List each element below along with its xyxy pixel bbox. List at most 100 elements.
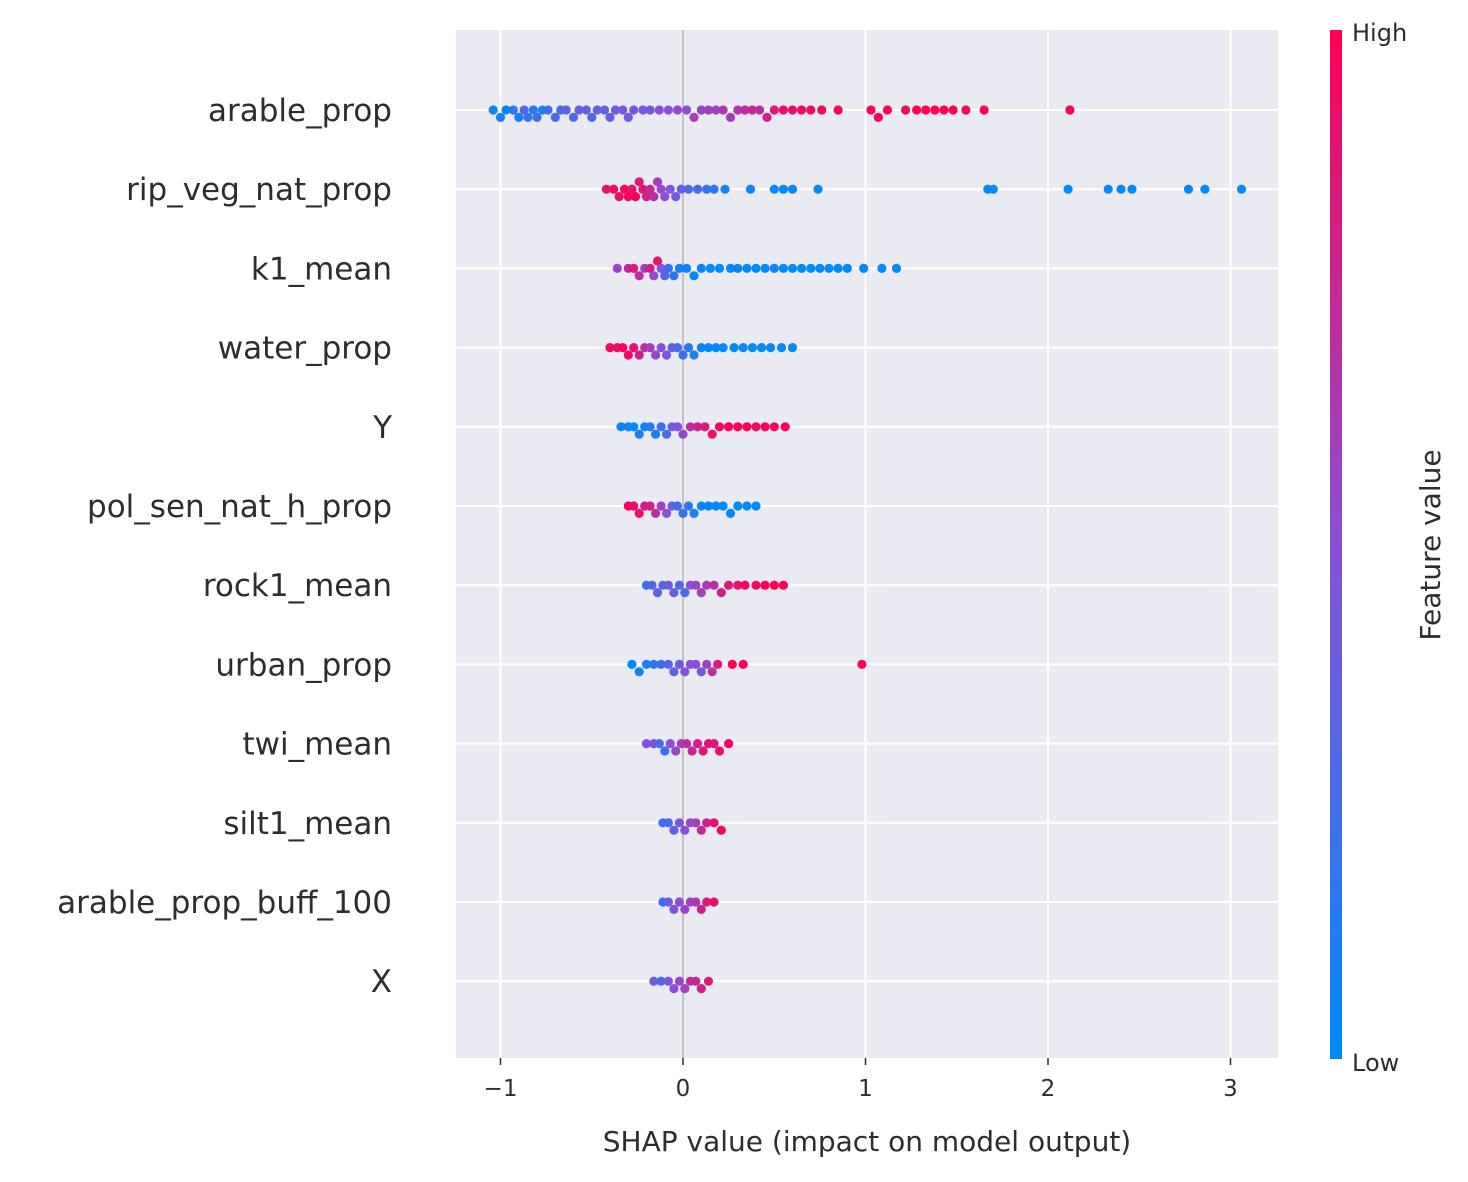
shap-point: [656, 184, 666, 194]
shap-point: [645, 105, 655, 115]
shap-point: [891, 263, 902, 273]
shap-point: [691, 897, 701, 907]
shap-point: [656, 343, 666, 353]
shap-point: [769, 263, 779, 273]
shap-point: [674, 659, 685, 670]
x-tick-label: 2: [1041, 1076, 1056, 1102]
shap-point: [654, 105, 664, 115]
shap-point: [662, 508, 672, 518]
shap-point: [842, 263, 852, 273]
shap-point: [663, 818, 674, 828]
shap-point: [740, 580, 750, 590]
shap-point: [645, 422, 655, 432]
shap-point: [680, 667, 690, 677]
shap-point: [678, 429, 688, 439]
shap-point: [519, 105, 529, 115]
shap-point: [669, 984, 679, 994]
shap-point: [702, 184, 712, 194]
shap-point: [696, 904, 706, 915]
feature-label: k1_mean: [251, 251, 392, 287]
shap-point: [634, 350, 644, 360]
shap-point: [674, 897, 685, 907]
shap-point: [716, 588, 726, 598]
shap-point: [877, 263, 887, 273]
shap-point: [627, 184, 637, 194]
shap-point: [724, 580, 734, 590]
shap-point: [930, 105, 940, 115]
shap-point: [866, 105, 876, 115]
shap-point: [682, 739, 692, 749]
shap-point: [652, 177, 663, 187]
shap-point: [680, 904, 690, 915]
shap-point: [612, 263, 622, 273]
shap-point: [691, 580, 701, 590]
shap-point: [605, 343, 615, 353]
feature-label: Y: [372, 410, 392, 446]
shap-point: [713, 659, 723, 670]
shap-point: [711, 343, 721, 353]
shap-point: [751, 263, 761, 273]
shap-point: [656, 659, 666, 670]
shap-point: [568, 112, 579, 122]
shap-point: [776, 343, 787, 353]
shap-point: [696, 501, 706, 511]
shap-point: [691, 659, 701, 670]
feature-label: pol_sen_nat_h_prop: [87, 489, 392, 525]
shap-point: [979, 105, 989, 115]
shap-point: [725, 508, 736, 518]
x-tick-label: 0: [676, 1076, 691, 1102]
shap-point: [720, 184, 730, 194]
shap-point: [638, 184, 648, 194]
shap-point: [689, 350, 699, 360]
shap-point: [709, 818, 719, 828]
shap-point: [656, 501, 666, 511]
shap-point: [641, 192, 652, 202]
shap-point: [609, 184, 619, 194]
shap-point: [725, 112, 736, 122]
shap-point: [561, 105, 571, 115]
shap-point: [581, 105, 591, 115]
shap-point: [718, 343, 728, 353]
shap-point: [714, 263, 725, 273]
shap-point: [760, 263, 770, 273]
shap-point: [683, 501, 694, 511]
shap-point: [787, 263, 798, 273]
feature-label: urban_prop: [215, 647, 392, 683]
shap-point: [727, 659, 737, 670]
shap-point: [680, 984, 690, 994]
shap-point: [601, 184, 612, 194]
shap-point: [718, 501, 728, 511]
shap-point: [738, 343, 748, 353]
shap-point: [634, 667, 644, 677]
shap-point: [762, 112, 772, 122]
shap-point: [678, 350, 688, 360]
shap-point: [649, 659, 659, 670]
shap-point: [623, 112, 633, 122]
shap-point: [610, 105, 621, 115]
shap-point: [961, 105, 971, 115]
shap-point: [703, 105, 714, 115]
feature-label: water_prop: [218, 331, 392, 367]
shap-point: [488, 105, 498, 115]
shap-point: [683, 184, 694, 194]
shap-point: [716, 825, 726, 835]
shap-point: [698, 746, 708, 756]
shap-point: [815, 263, 825, 273]
shap-point: [724, 739, 734, 749]
shap-point: [672, 422, 683, 432]
shap-point: [738, 659, 748, 670]
colorbar-low-label: Low: [1352, 1049, 1399, 1077]
shap-point: [616, 422, 626, 432]
shap-point: [742, 501, 752, 511]
shap-point: [703, 976, 714, 986]
shap-point: [605, 112, 615, 122]
shap-point: [691, 976, 701, 986]
shap-point: [663, 659, 674, 670]
shap-point: [778, 105, 789, 115]
shap-point: [780, 422, 790, 432]
shap-point: [709, 184, 719, 194]
feature-label: arable_prop: [208, 93, 392, 129]
shap-point: [543, 105, 553, 115]
x-tick-label: −1: [484, 1076, 518, 1102]
